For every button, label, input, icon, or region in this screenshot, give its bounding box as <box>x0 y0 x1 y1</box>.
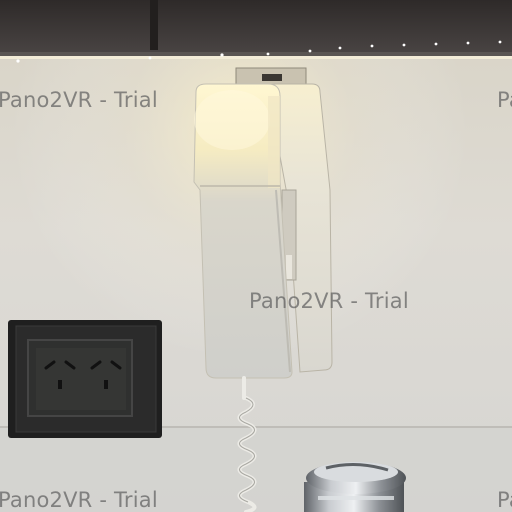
watermark-text: Pano2VR - Trial <box>0 488 158 512</box>
wall-outlet <box>8 320 162 438</box>
watermark-text: Pano2VR - Trial <box>249 289 409 313</box>
intercom-handset <box>193 83 293 379</box>
tile-seam <box>0 426 512 428</box>
watermark-text: Pano2VR - Trial <box>497 88 512 112</box>
led-dots <box>16 40 502 63</box>
watermark-text: Pano2VR - Trial <box>497 488 512 512</box>
led-strip <box>0 56 512 59</box>
watermark-text: Pano2VR - Trial <box>0 88 158 112</box>
cabinet-underside <box>0 0 512 56</box>
chrome-faucet <box>304 462 406 512</box>
